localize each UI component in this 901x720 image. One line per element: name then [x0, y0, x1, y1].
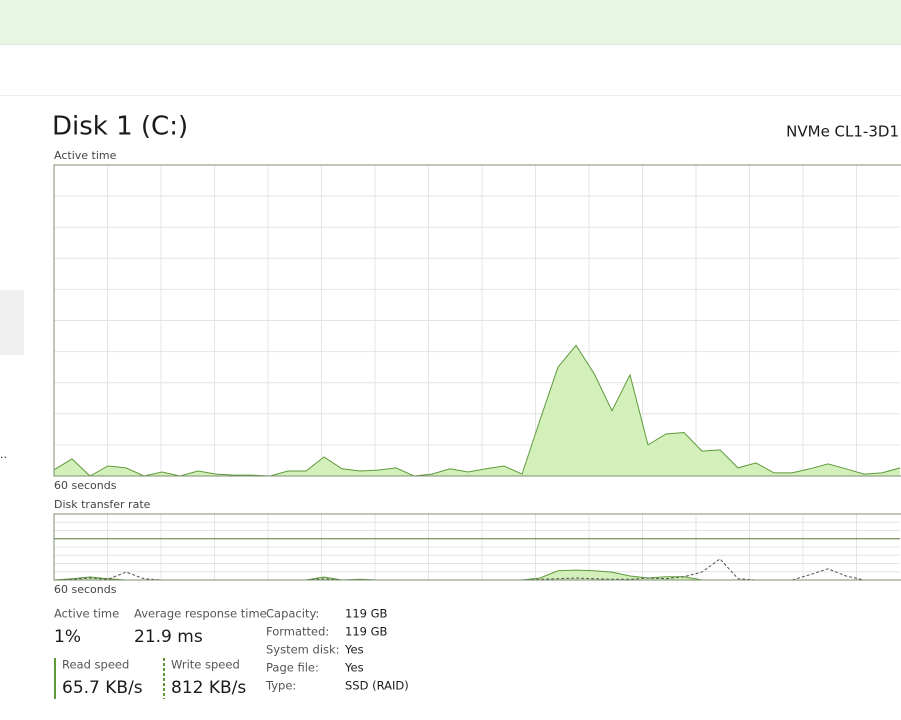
top-band — [0, 0, 901, 44]
property-label: Page file: — [266, 661, 319, 675]
stat-label: Average response time — [134, 607, 267, 621]
area-fill — [54, 345, 900, 476]
stat-value: 1% — [54, 627, 81, 647]
x-axis-label: 60 seconds — [54, 479, 117, 492]
stat-label: Read speed — [62, 658, 129, 672]
property-label: Formatted: — [266, 625, 329, 639]
property-value: Yes — [344, 661, 364, 675]
stat-label: Active time — [54, 607, 119, 621]
disk-title: Disk 1 (C:) — [52, 112, 188, 142]
stat-value: 21.9 ms — [134, 627, 203, 647]
chart-frame — [53, 164, 901, 477]
property-value: 119 GB — [345, 625, 388, 639]
chart-frame — [53, 513, 901, 581]
series-line — [53, 344, 901, 477]
x-axis-label: 60 seconds — [54, 583, 117, 596]
charts: Active time 60 seconds Disk transfer rate 6… — [53, 149, 901, 596]
stat-value: 812 KB/s — [171, 678, 246, 698]
stats: Active time 1% Average response time 21.9 m… — [54, 607, 409, 699]
series-line — [53, 558, 900, 581]
property-value: SSD (RAID) — [345, 679, 409, 693]
property-value: Yes — [344, 643, 364, 657]
property-label: System disk: — [266, 643, 340, 657]
property-label: Capacity: — [266, 607, 319, 621]
disk-model: NVMe CL1-3D1 — [786, 123, 899, 141]
stat-value: 65.7 KB/s — [62, 678, 143, 698]
stat-label: Write speed — [171, 658, 240, 672]
property-label: Type: — [265, 679, 296, 693]
sidebar-selection[interactable] — [0, 290, 24, 355]
chart-title: Disk transfer rate — [54, 498, 151, 511]
chart-title: Active time — [54, 149, 117, 162]
sidebar-ellipsis: .. — [0, 448, 7, 461]
property-value: 119 GB — [345, 607, 388, 621]
